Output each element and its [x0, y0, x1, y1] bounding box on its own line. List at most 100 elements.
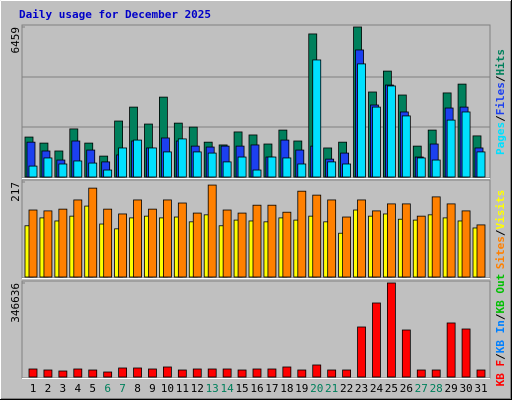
- x-tick-label: 3: [60, 382, 67, 395]
- bar: [372, 106, 381, 178]
- bar: [401, 115, 411, 178]
- x-tick-label: 1: [30, 382, 37, 395]
- x-tick-label: 30: [459, 382, 472, 395]
- bar: [103, 208, 113, 278]
- bar: [88, 369, 98, 378]
- legend-separator: /: [494, 115, 507, 122]
- legend: KB F/KB In/KB Out: [494, 274, 507, 387]
- legend-entry: Files: [494, 82, 507, 115]
- legend-separator: /: [494, 313, 507, 320]
- bar: [237, 369, 247, 378]
- bar: [297, 190, 307, 278]
- bar: [267, 156, 277, 178]
- bar: [222, 161, 232, 178]
- bar: [237, 156, 247, 178]
- bar: [222, 209, 232, 278]
- y-tick-label: 6459: [9, 27, 22, 54]
- legend-separator: /: [494, 75, 507, 82]
- y-tick-label: 346636: [9, 283, 22, 323]
- x-tick-label: 24: [370, 382, 384, 395]
- bar: [282, 157, 292, 178]
- legend-entry: Hits: [494, 49, 507, 76]
- bar: [43, 210, 53, 278]
- legend-entry: KB F: [494, 360, 507, 387]
- x-tick-label: 4: [74, 382, 81, 395]
- bar: [312, 364, 322, 378]
- x-tick-label: 23: [355, 382, 368, 395]
- bar: [207, 184, 217, 278]
- bar: [88, 187, 98, 278]
- bar: [416, 215, 426, 278]
- x-tick-label: 20: [310, 382, 323, 395]
- bar: [297, 369, 307, 378]
- x-tick-label: 12: [191, 382, 204, 395]
- bar: [162, 151, 172, 178]
- bar: [342, 216, 352, 278]
- bar: [237, 212, 247, 278]
- bar: [73, 160, 83, 178]
- bar: [461, 328, 471, 378]
- bar: [58, 163, 68, 178]
- x-tick-label: 28: [430, 382, 443, 395]
- x-tick-label: 21: [325, 382, 338, 395]
- bar: [88, 162, 98, 178]
- bar: [372, 302, 381, 378]
- x-tick-label: 29: [445, 382, 458, 395]
- bar: [28, 209, 38, 278]
- bar: [43, 157, 53, 178]
- bar: [416, 369, 426, 378]
- bar: [133, 367, 142, 378]
- bar: [28, 368, 38, 378]
- legend-entry: Visits: [494, 190, 507, 230]
- bar: [327, 161, 337, 178]
- bar: [252, 204, 262, 278]
- bar: [297, 163, 307, 178]
- bar: [386, 203, 396, 278]
- bar: [177, 202, 187, 278]
- bar: [357, 199, 366, 278]
- bar: [58, 208, 68, 278]
- legend: Sites/Visits: [494, 190, 507, 270]
- x-tick-label: 14: [221, 382, 235, 395]
- x-tick-label: 2: [45, 382, 52, 395]
- x-tick-label: 6: [104, 382, 111, 395]
- bar: [177, 138, 187, 178]
- bar: [267, 368, 277, 378]
- chart-title: Daily usage for December 2025: [19, 8, 211, 21]
- x-tick-label: 7: [119, 382, 126, 395]
- bar: [252, 368, 262, 378]
- x-tick-label: 17: [265, 382, 278, 395]
- bar: [162, 366, 172, 378]
- bar: [357, 326, 366, 378]
- x-tick-label: 9: [149, 382, 156, 395]
- bar: [133, 199, 142, 278]
- bar: [177, 369, 187, 378]
- legend: Pages/Files/Hits: [494, 49, 507, 155]
- bar: [282, 211, 292, 278]
- bar: [431, 159, 441, 178]
- x-tick-label: 27: [415, 382, 428, 395]
- bar: [192, 212, 202, 278]
- bar: [386, 85, 396, 178]
- bar: [372, 210, 381, 278]
- x-tick-label: 5: [89, 382, 96, 395]
- bar: [461, 111, 471, 178]
- x-tick-label: 8: [134, 382, 141, 395]
- bar: [267, 204, 277, 278]
- bar: [401, 329, 411, 378]
- bar: [118, 147, 127, 178]
- bar: [342, 163, 352, 178]
- bar: [282, 366, 292, 378]
- bar: [58, 370, 68, 378]
- bar: [431, 196, 441, 278]
- bar: [103, 169, 113, 178]
- x-tick-label: 31: [474, 382, 487, 395]
- bar: [312, 59, 322, 178]
- bar: [357, 63, 366, 178]
- x-tick-label: 22: [340, 382, 353, 395]
- x-tick-label: 19: [295, 382, 308, 395]
- bar: [416, 157, 426, 178]
- bar: [446, 203, 456, 278]
- bar: [73, 199, 83, 278]
